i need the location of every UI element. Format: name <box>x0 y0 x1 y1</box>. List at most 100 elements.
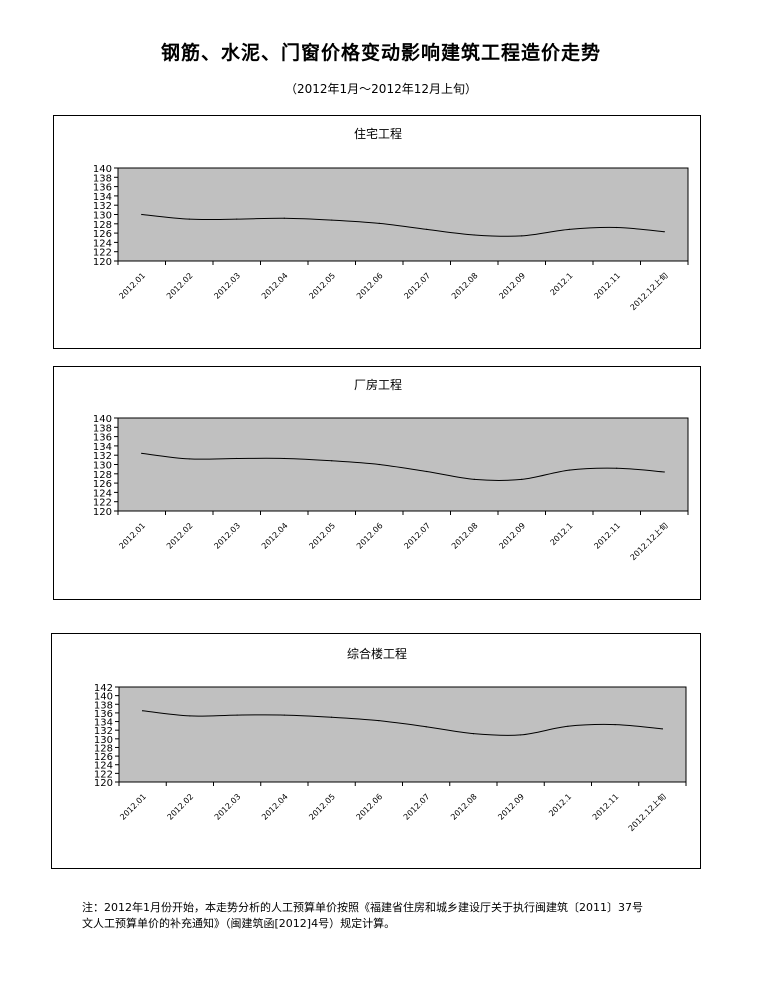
series-line <box>142 710 663 736</box>
x-tick-label: 2012.06 <box>355 521 385 551</box>
y-tick-label: 132 <box>93 451 112 462</box>
data-point <box>331 219 333 221</box>
data-point <box>236 714 238 716</box>
data-point <box>616 226 618 229</box>
data-point <box>568 228 570 230</box>
x-tick-label: 2012.04 <box>260 521 290 551</box>
y-tick-label: 128 <box>93 220 112 231</box>
y-tick-label: 140 <box>93 414 112 425</box>
plot-area <box>117 167 689 262</box>
y-tick-label: 128 <box>94 743 113 754</box>
data-point <box>473 234 475 236</box>
y-tick-label: 120 <box>93 257 112 268</box>
x-tick-label: 2012.08 <box>449 792 479 822</box>
data-point <box>520 734 522 736</box>
x-tick-label: 2012.11 <box>591 792 621 822</box>
data-point <box>331 716 333 718</box>
y-tick-label: 124 <box>94 761 113 772</box>
x-tick-label: 2012.08 <box>450 271 480 301</box>
plot-area <box>118 686 687 783</box>
y-tick-label: 124 <box>93 488 112 499</box>
chart-complex-building: 综合楼工程 12012212412612813013213413613814014… <box>94 646 687 833</box>
data-point <box>141 213 143 216</box>
x-tick-label: 2012.03 <box>212 521 242 551</box>
y-tick-label: 134 <box>94 718 113 729</box>
y-tick-label: 132 <box>93 201 112 212</box>
data-point <box>616 467 618 469</box>
data-point <box>472 733 474 735</box>
x-tick-label: 2012.11 <box>592 521 622 551</box>
data-point <box>567 725 569 727</box>
x-tick-label: 2012.09 <box>497 521 527 551</box>
x-tick-label: 2012.08 <box>450 521 480 551</box>
x-tick-label: 2012.05 <box>307 521 337 551</box>
x-tick-label: 2012.05 <box>307 792 337 822</box>
y-tick-label: 136 <box>93 433 112 444</box>
data-point <box>425 726 427 728</box>
y-tick-label: 134 <box>93 442 112 453</box>
y-tick-label: 126 <box>93 479 112 490</box>
y-tick-label: 142 <box>94 683 113 694</box>
chart-title: 住宅工程 <box>354 126 402 141</box>
x-tick-label: 2012.04 <box>260 271 290 301</box>
x-tick-label: 2012.06 <box>355 271 385 301</box>
x-tick-label: 2012.09 <box>496 792 526 822</box>
data-point <box>378 222 380 224</box>
y-tick-label: 134 <box>93 192 112 203</box>
x-tick-label: 2012.03 <box>213 792 243 822</box>
chart-panel-residential: 住宅工程 120 122 124 126 128 130 132 134 136 138 140 201… <box>53 115 701 349</box>
data-point <box>141 452 143 454</box>
chart-panel-factory: 厂房工程 120 122 124 126 128 130 132 134 136 138 140 201… <box>53 366 701 600</box>
x-tick-label: 2012.01 <box>117 521 147 551</box>
chart-title: 综合楼工程 <box>347 646 407 661</box>
data-point <box>663 471 665 473</box>
y-tick-label: 140 <box>94 692 113 703</box>
x-tick-label: 2012.07 <box>402 521 432 551</box>
y-tick-label: 136 <box>93 183 112 194</box>
data-point <box>521 478 523 480</box>
series-line <box>141 214 665 237</box>
x-tick-label: 2012.01 <box>117 271 147 301</box>
y-tick-label: 126 <box>94 752 113 763</box>
y-tick-label: 138 <box>94 700 113 711</box>
x-tick-label: 2012.1 <box>549 521 575 547</box>
x-tick-label: 2012.09 <box>497 271 527 301</box>
x-tick-label: 2012.1 <box>549 271 575 297</box>
data-point <box>614 723 616 726</box>
x-tick-label: 2012.03 <box>212 271 242 301</box>
x-tick-label: 2012.1 <box>547 792 573 818</box>
data-point <box>189 715 191 717</box>
x-tick-label: 2012.02 <box>165 271 195 301</box>
x-tick-label: 2012.05 <box>307 271 337 301</box>
data-point <box>142 710 144 712</box>
x-tick-label: 2012.02 <box>165 521 195 551</box>
data-point <box>661 728 663 730</box>
data-point <box>378 463 380 466</box>
y-tick-label: 128 <box>93 470 112 481</box>
chart-panel-complex-building: 综合楼工程 120 122 124 126 128 130 132 134 136 138 140 14… <box>51 633 701 869</box>
footnote: 注：2012年1月份开始，本走势分析的人工预算单价按照《福建省住房和城乡建设厅关… <box>82 900 692 932</box>
data-point <box>521 235 523 237</box>
y-tick-label: 120 <box>93 507 112 518</box>
x-tick-label: 2012.01 <box>118 792 148 822</box>
x-tick-label: 2012.12上旬 <box>628 520 670 562</box>
footnote-line-2: 文人工预算单价的补充通知》（闽建筑函[2012]4号）规定计算。 <box>82 917 396 930</box>
data-point <box>473 478 475 480</box>
y-tick-label: 132 <box>94 726 113 737</box>
y-tick-label: 130 <box>93 211 112 222</box>
y-tick-label: 130 <box>93 461 112 472</box>
page-subtitle: （2012年1月～2012年12月上旬） <box>285 82 477 96</box>
data-point <box>236 457 238 460</box>
data-point <box>426 470 428 473</box>
x-tick-label: 2012.06 <box>355 792 385 822</box>
data-point <box>236 218 238 220</box>
y-tick-label: 122 <box>93 248 112 259</box>
data-point <box>188 458 190 460</box>
data-point <box>378 720 380 722</box>
data-point <box>188 218 190 220</box>
data-point <box>283 714 285 716</box>
data-point <box>283 217 285 219</box>
y-tick-label: 120 <box>94 778 113 789</box>
footnote-line-1: 注：2012年1月份开始，本走势分析的人工预算单价按照《福建省住房和城乡建设厅关… <box>82 901 643 914</box>
